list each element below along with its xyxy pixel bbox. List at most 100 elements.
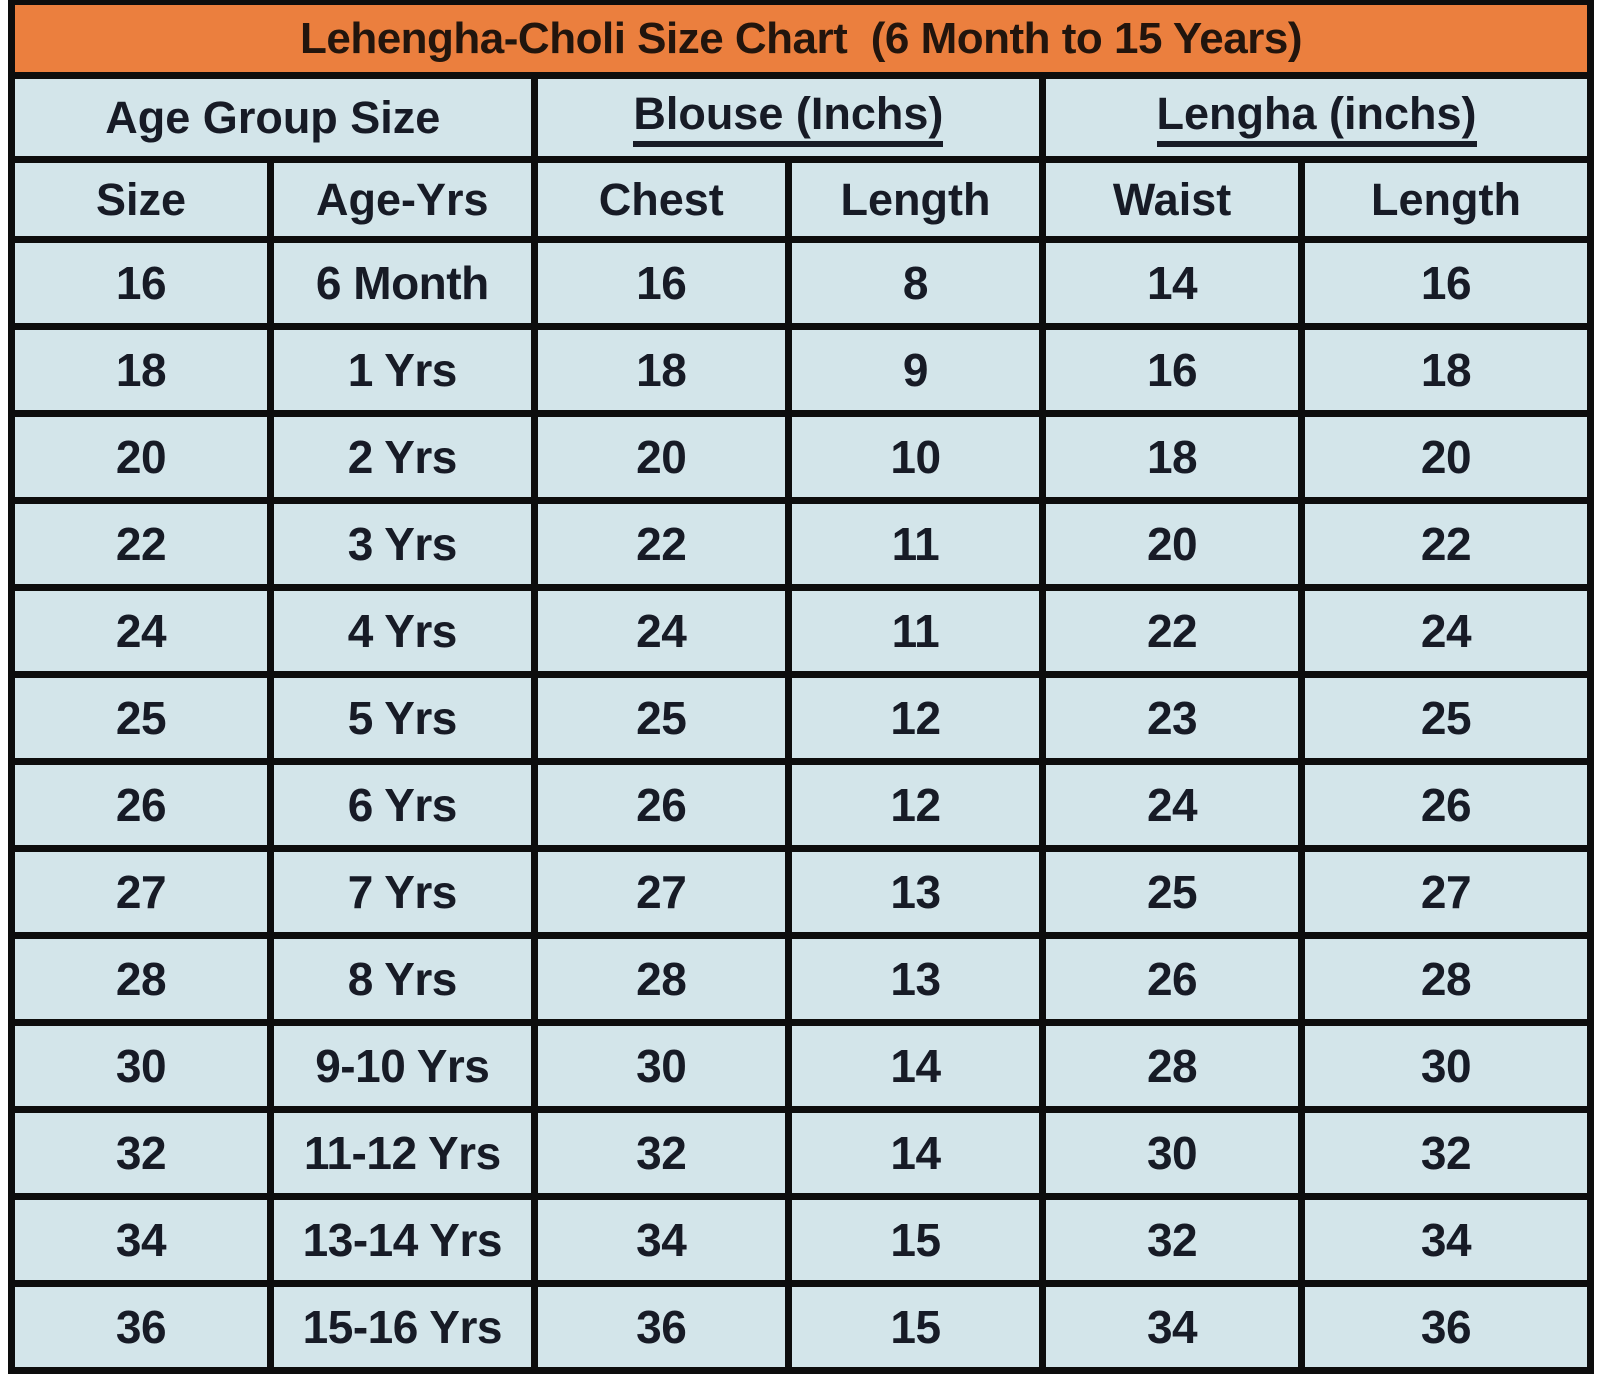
table-row: 36 15-16 Yrs 36 15 34 36 xyxy=(8,1280,1594,1374)
table-cell: 15 xyxy=(784,1193,1047,1287)
chart-title: Lehengha-Choli Size Chart (6 Month to 15… xyxy=(8,0,1594,79)
table-row: 30 9-10 Yrs 30 14 28 30 xyxy=(8,1019,1594,1113)
table-cell: 36 xyxy=(530,1280,792,1374)
group-header-age-label: Age Group Size xyxy=(105,91,441,143)
table-cell: 7 Yrs xyxy=(266,845,538,939)
group-header-blouse: Blouse (Inchs) xyxy=(530,72,1047,163)
table-cell: 28 xyxy=(1039,1019,1306,1113)
table-row: 32 11-12 Yrs 32 14 30 32 xyxy=(8,1106,1594,1200)
column-header-age: Age-Yrs xyxy=(266,156,538,243)
table-cell: 24 xyxy=(8,584,274,678)
table-cell: 34 xyxy=(1298,1193,1594,1287)
table-cell: 24 xyxy=(1039,758,1306,852)
table-cell: 25 xyxy=(1039,845,1306,939)
table-cell: 20 xyxy=(530,410,792,504)
table-cell: 16 xyxy=(530,236,792,330)
table-cell: 13 xyxy=(784,932,1047,1026)
column-header-chest: Chest xyxy=(530,156,792,243)
table-cell: 14 xyxy=(784,1019,1047,1113)
table-cell: 12 xyxy=(784,758,1047,852)
table-cell: 36 xyxy=(1298,1280,1594,1374)
table-cell: 36 xyxy=(8,1280,274,1374)
table-cell: 16 xyxy=(1039,323,1306,417)
table-cell: 5 Yrs xyxy=(266,671,538,765)
table-cell: 14 xyxy=(1039,236,1306,330)
table-row: 34 13-14 Yrs 34 15 32 34 xyxy=(8,1193,1594,1287)
table-row: 22 3 Yrs 22 11 20 22 xyxy=(8,497,1594,591)
table-cell: 20 xyxy=(8,410,274,504)
table-cell: 22 xyxy=(530,497,792,591)
table-row: 28 8 Yrs 28 13 26 28 xyxy=(8,932,1594,1026)
size-chart-table: Lehengha-Choli Size Chart (6 Month to 15… xyxy=(8,0,1594,1374)
table-cell: 26 xyxy=(1298,758,1594,852)
column-header-waist: Waist xyxy=(1039,156,1306,243)
table-cell: 8 Yrs xyxy=(266,932,538,1026)
table-cell: 26 xyxy=(530,758,792,852)
table-cell: 18 xyxy=(8,323,274,417)
table-cell: 28 xyxy=(8,932,274,1026)
table-cell: 34 xyxy=(530,1193,792,1287)
table-cell: 16 xyxy=(8,236,274,330)
table-cell: 34 xyxy=(1039,1280,1306,1374)
table-cell: 25 xyxy=(530,671,792,765)
table-cell: 13 xyxy=(784,845,1047,939)
group-header-blouse-label: Blouse (Inchs) xyxy=(633,90,944,147)
table-cell: 9-10 Yrs xyxy=(266,1019,538,1113)
table-cell: 30 xyxy=(8,1019,274,1113)
table-cell: 11-12 Yrs xyxy=(266,1106,538,1200)
table-cell: 3 Yrs xyxy=(266,497,538,591)
table-row: 16 6 Month 16 8 14 16 xyxy=(8,236,1594,330)
table-cell: 30 xyxy=(1039,1106,1306,1200)
table-cell: 15-16 Yrs xyxy=(266,1280,538,1374)
table-row: 25 5 Yrs 25 12 23 25 xyxy=(8,671,1594,765)
table-cell: 24 xyxy=(530,584,792,678)
table-cell: 20 xyxy=(1298,410,1594,504)
table-cell: 34 xyxy=(8,1193,274,1287)
table-cell: 22 xyxy=(1039,584,1306,678)
table-cell: 30 xyxy=(530,1019,792,1113)
group-header-row: Age Group Size Blouse (Inchs) Lengha (in… xyxy=(8,72,1594,163)
table-row: 26 6 Yrs 26 12 24 26 xyxy=(8,758,1594,852)
table-cell: 25 xyxy=(8,671,274,765)
table-cell: 18 xyxy=(530,323,792,417)
table-cell: 18 xyxy=(1039,410,1306,504)
table-cell: 23 xyxy=(1039,671,1306,765)
column-header-lengha-length: Length xyxy=(1298,156,1594,243)
group-header-lengha-label: Lengha (inchs) xyxy=(1156,90,1477,147)
group-header-lengha: Lengha (inchs) xyxy=(1039,72,1594,163)
table-cell: 8 xyxy=(784,236,1047,330)
column-header-size: Size xyxy=(8,156,274,243)
table-cell: 27 xyxy=(530,845,792,939)
table-cell: 27 xyxy=(1298,845,1594,939)
table-cell: 27 xyxy=(8,845,274,939)
table-cell: 13-14 Yrs xyxy=(266,1193,538,1287)
table-cell: 22 xyxy=(1298,497,1594,591)
table-cell: 24 xyxy=(1298,584,1594,678)
table-cell: 11 xyxy=(784,497,1047,591)
table-cell: 1 Yrs xyxy=(266,323,538,417)
table-cell: 15 xyxy=(784,1280,1047,1374)
table-cell: 32 xyxy=(1039,1193,1306,1287)
table-cell: 6 Month xyxy=(266,236,538,330)
table-cell: 28 xyxy=(1298,932,1594,1026)
table-row: 18 1 Yrs 18 9 16 18 xyxy=(8,323,1594,417)
table-cell: 20 xyxy=(1039,497,1306,591)
table-cell: 14 xyxy=(784,1106,1047,1200)
table-cell: 4 Yrs xyxy=(266,584,538,678)
table-cell: 25 xyxy=(1298,671,1594,765)
table-cell: 28 xyxy=(530,932,792,1026)
table-row: 20 2 Yrs 20 10 18 20 xyxy=(8,410,1594,504)
table-cell: 6 Yrs xyxy=(266,758,538,852)
table-cell: 12 xyxy=(784,671,1047,765)
group-header-age: Age Group Size xyxy=(8,72,538,163)
table-cell: 16 xyxy=(1298,236,1594,330)
table-cell: 18 xyxy=(1298,323,1594,417)
column-header-blouse-length: Length xyxy=(784,156,1047,243)
table-cell: 11 xyxy=(784,584,1047,678)
table-row: 27 7 Yrs 27 13 25 27 xyxy=(8,845,1594,939)
table-cell: 32 xyxy=(1298,1106,1594,1200)
table-cell: 26 xyxy=(8,758,274,852)
table-cell: 2 Yrs xyxy=(266,410,538,504)
table-cell: 22 xyxy=(8,497,274,591)
